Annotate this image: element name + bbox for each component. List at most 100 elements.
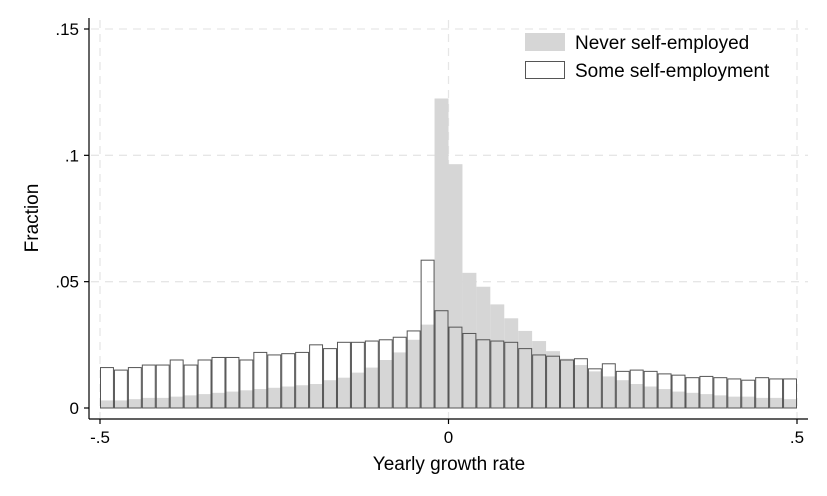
bar-some-self-employment	[197, 359, 212, 409]
bar-some-self-employment	[601, 363, 616, 409]
bar-some-self-employment	[657, 373, 672, 409]
bar-never-self-employed	[434, 98, 449, 408]
bar-some-self-employment	[518, 348, 533, 409]
y-tick-label: 0	[70, 399, 79, 418]
bar-some-self-employment	[392, 336, 407, 409]
bar-some-self-employment	[448, 326, 463, 409]
legend-swatch-never-self-employed	[525, 33, 565, 51]
bar-never-self-employed	[323, 380, 337, 408]
bar-some-self-employment	[169, 359, 184, 409]
bar-some-self-employment	[267, 354, 282, 409]
bar-never-self-employed	[532, 341, 547, 408]
never-self-employed-bars	[100, 98, 797, 408]
bar-some-self-employment	[309, 344, 324, 409]
bar-never-self-employed	[727, 396, 742, 408]
x-tick-label: .5	[790, 428, 804, 447]
bar-some-self-employment	[225, 356, 240, 409]
bar-some-self-employment	[364, 340, 379, 409]
bar-some-self-employment	[573, 358, 588, 409]
bar-some-self-employment	[699, 375, 714, 409]
legend-label-some-self-employment: Some self-employment	[575, 61, 770, 82]
bar-never-self-employed	[783, 399, 797, 408]
bar-some-self-employment	[671, 374, 686, 409]
axes	[84, 18, 808, 424]
tick-labels: 0 .05 .1 .15 -.5 0 .5	[55, 20, 804, 447]
bar-some-self-employment	[476, 339, 491, 409]
bar-never-self-employed	[560, 358, 574, 408]
bar-some-self-employment	[406, 330, 421, 409]
bar-never-self-employed	[183, 395, 198, 408]
bar-never-self-employed	[755, 397, 770, 408]
bar-some-self-employment	[350, 341, 365, 409]
bar-never-self-employed	[364, 367, 379, 408]
bar-never-self-employed	[295, 385, 310, 408]
bar-never-self-employed	[113, 400, 128, 408]
bar-some-self-employment	[560, 359, 574, 409]
some-self-employment-bars	[100, 259, 797, 409]
bar-some-self-employment	[741, 379, 756, 409]
bar-some-self-employment	[281, 353, 296, 409]
bar-some-self-employment	[587, 368, 602, 409]
bar-never-self-employed	[350, 372, 365, 408]
y-tick-label: .05	[55, 273, 79, 292]
bar-some-self-employment	[532, 354, 547, 409]
bar-never-self-employed	[169, 396, 184, 408]
bar-never-self-employed	[448, 164, 463, 408]
bar-some-self-employment	[685, 377, 700, 409]
y-tick-label: .1	[65, 146, 79, 165]
bar-never-self-employed	[657, 389, 672, 408]
bar-some-self-employment	[615, 370, 630, 409]
bar-some-self-employment	[239, 359, 254, 409]
bar-some-self-employment	[546, 355, 561, 409]
bar-never-self-employed	[281, 386, 296, 408]
bar-some-self-employment	[643, 370, 658, 409]
bar-never-self-employed	[309, 383, 324, 408]
bar-some-self-employment	[462, 332, 477, 409]
bar-never-self-employed	[253, 389, 268, 408]
bar-some-self-employment	[141, 364, 156, 409]
bar-some-self-employment	[183, 364, 198, 409]
bar-some-self-employment	[713, 377, 728, 409]
bar-some-self-employment	[127, 367, 142, 409]
bar-never-self-employed	[518, 330, 533, 408]
bar-some-self-employment	[434, 310, 449, 409]
bar-never-self-employed	[462, 272, 477, 408]
bar-never-self-employed	[504, 318, 519, 408]
bar-some-self-employment	[253, 351, 268, 409]
bar-some-self-employment	[323, 348, 337, 409]
bar-never-self-employed	[127, 399, 142, 408]
bar-some-self-employment	[113, 369, 128, 409]
bar-never-self-employed	[211, 392, 226, 408]
bar-never-self-employed	[267, 387, 282, 408]
bar-never-self-employed	[601, 376, 616, 408]
bar-never-self-employed	[197, 394, 212, 408]
bar-never-self-employed	[741, 396, 756, 408]
bar-never-self-employed	[392, 352, 407, 408]
bar-never-self-employed	[225, 391, 240, 408]
legend: Never self-employed Some self-employment	[525, 33, 770, 82]
bar-some-self-employment	[783, 378, 797, 409]
bar-never-self-employed	[685, 392, 700, 408]
legend-swatch-some-self-employment	[525, 61, 565, 79]
bar-never-self-employed	[573, 365, 588, 408]
bar-never-self-employed	[587, 371, 602, 408]
legend-label-never-self-employed: Never self-employed	[575, 33, 749, 54]
bar-never-self-employed	[546, 351, 561, 408]
bar-never-self-employed	[490, 304, 505, 408]
bar-never-self-employed	[378, 359, 393, 408]
bar-never-self-employed	[769, 397, 784, 408]
bar-never-self-employed	[671, 391, 686, 408]
bar-some-self-employment	[155, 364, 170, 409]
bar-never-self-employed	[406, 339, 421, 408]
bar-never-self-employed	[100, 400, 114, 408]
bar-some-self-employment	[378, 339, 393, 409]
bar-some-self-employment	[629, 369, 644, 409]
bar-some-self-employment	[727, 378, 742, 409]
x-tick-label: -.5	[90, 428, 110, 447]
bar-some-self-employment	[100, 367, 114, 409]
bar-never-self-employed	[336, 377, 351, 408]
bar-never-self-employed	[155, 397, 170, 408]
bar-never-self-employed	[239, 390, 254, 408]
bar-never-self-employed	[699, 394, 714, 408]
